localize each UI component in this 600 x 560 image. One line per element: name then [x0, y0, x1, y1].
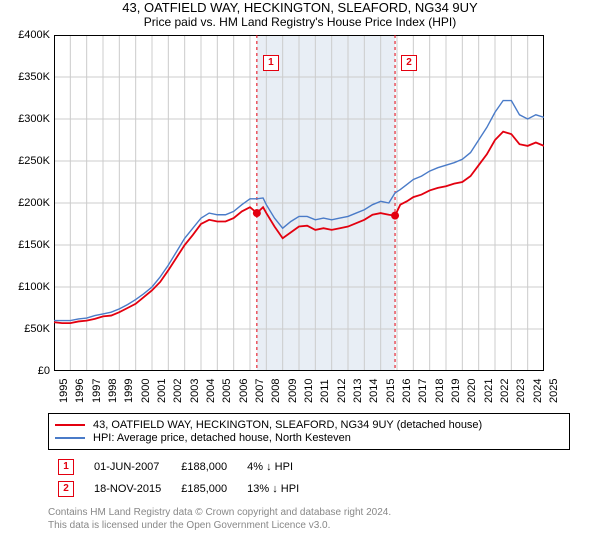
sale-row: 1 01-JUN-2007£188,0004% ↓ HPI: [48, 456, 309, 478]
chart-svg: [54, 35, 544, 371]
x-tick-label: 2015: [385, 379, 397, 403]
x-tick-label: 2012: [336, 379, 348, 403]
x-tick-label: 2007: [254, 379, 266, 403]
y-tick-label: £150K: [18, 239, 50, 251]
chart-area: £0£50K£100K£150K£200K£250K£300K£350K£400…: [6, 35, 590, 409]
legend-item: 43, OATFIELD WAY, HECKINGTON, SLEAFORD, …: [55, 419, 563, 431]
footer-line: This data is licensed under the Open Gov…: [48, 519, 570, 532]
x-tick-label: 2022: [499, 379, 511, 403]
sale-row: 2 18-NOV-2015£185,00013% ↓ HPI: [48, 478, 309, 500]
chart-subtitle: Price paid vs. HM Land Registry's House …: [0, 15, 600, 29]
y-tick-label: £250K: [18, 155, 50, 167]
x-tick-label: 2005: [221, 379, 233, 403]
x-tick-label: 2002: [172, 379, 184, 403]
y-tick-label: £50K: [24, 323, 50, 335]
chart-title: 43, OATFIELD WAY, HECKINGTON, SLEAFORD, …: [0, 0, 600, 15]
y-tick-label: £300K: [18, 113, 50, 125]
x-tick-label: 2008: [270, 379, 282, 403]
legend-label: 43, OATFIELD WAY, HECKINGTON, SLEAFORD, …: [93, 419, 482, 431]
y-tick-label: £100K: [18, 281, 50, 293]
x-tick-label: 1996: [74, 379, 86, 403]
y-tick-label: £350K: [18, 71, 50, 83]
legend-swatch: [55, 424, 85, 426]
legend-label: HPI: Average price, detached house, Nort…: [93, 432, 351, 444]
x-tick-label: 2004: [205, 379, 217, 403]
x-tick-label: 2010: [303, 379, 315, 403]
sale-marker-box: 2: [401, 55, 417, 71]
legend-item: HPI: Average price, detached house, Nort…: [55, 432, 563, 444]
x-tick-label: 2014: [368, 379, 380, 403]
x-tick-label: 2009: [287, 379, 299, 403]
footer-line: Contains HM Land Registry data © Crown c…: [48, 506, 570, 519]
x-tick-label: 1998: [107, 379, 119, 403]
y-tick-label: £200K: [18, 197, 50, 209]
y-tick-label: £0: [38, 365, 50, 377]
x-tick-label: 2011: [319, 379, 331, 403]
sale-marker-icon: 2: [58, 481, 74, 497]
sale-date: 01-JUN-2007: [84, 456, 171, 478]
sale-marker-icon: 1: [58, 459, 74, 475]
sale-date: 18-NOV-2015: [84, 478, 171, 500]
x-tick-label: 2000: [140, 379, 152, 403]
sale-delta: 4% ↓ HPI: [237, 456, 309, 478]
x-tick-label: 2001: [156, 379, 168, 403]
y-tick-label: £400K: [18, 29, 50, 41]
x-tick-label: 2018: [434, 379, 446, 403]
x-tick-label: 1995: [58, 379, 70, 403]
x-tick-label: 2020: [466, 379, 478, 403]
sale-price: £185,000: [171, 478, 237, 500]
x-tick-label: 1999: [123, 379, 135, 403]
attribution-footer: Contains HM Land Registry data © Crown c…: [48, 506, 570, 532]
x-tick-label: 2024: [532, 379, 544, 403]
x-tick-label: 2019: [450, 379, 462, 403]
sale-marker-box: 1: [263, 55, 279, 71]
x-tick-label: 2003: [189, 379, 201, 403]
sale-delta: 13% ↓ HPI: [237, 478, 309, 500]
sales-table: 1 01-JUN-2007£188,0004% ↓ HPI 2 18-NOV-2015…: [48, 456, 309, 500]
legend-swatch: [55, 437, 85, 439]
x-tick-label: 2006: [238, 379, 250, 403]
x-tick-label: 2013: [352, 379, 364, 403]
x-tick-label: 2021: [483, 379, 495, 403]
legend: 43, OATFIELD WAY, HECKINGTON, SLEAFORD, …: [48, 413, 570, 450]
x-tick-label: 2017: [417, 379, 429, 403]
x-tick-label: 2016: [401, 379, 413, 403]
x-tick-label: 2025: [548, 379, 560, 403]
x-tick-label: 2023: [515, 379, 527, 403]
sale-price: £188,000: [171, 456, 237, 478]
x-tick-label: 1997: [91, 379, 103, 403]
